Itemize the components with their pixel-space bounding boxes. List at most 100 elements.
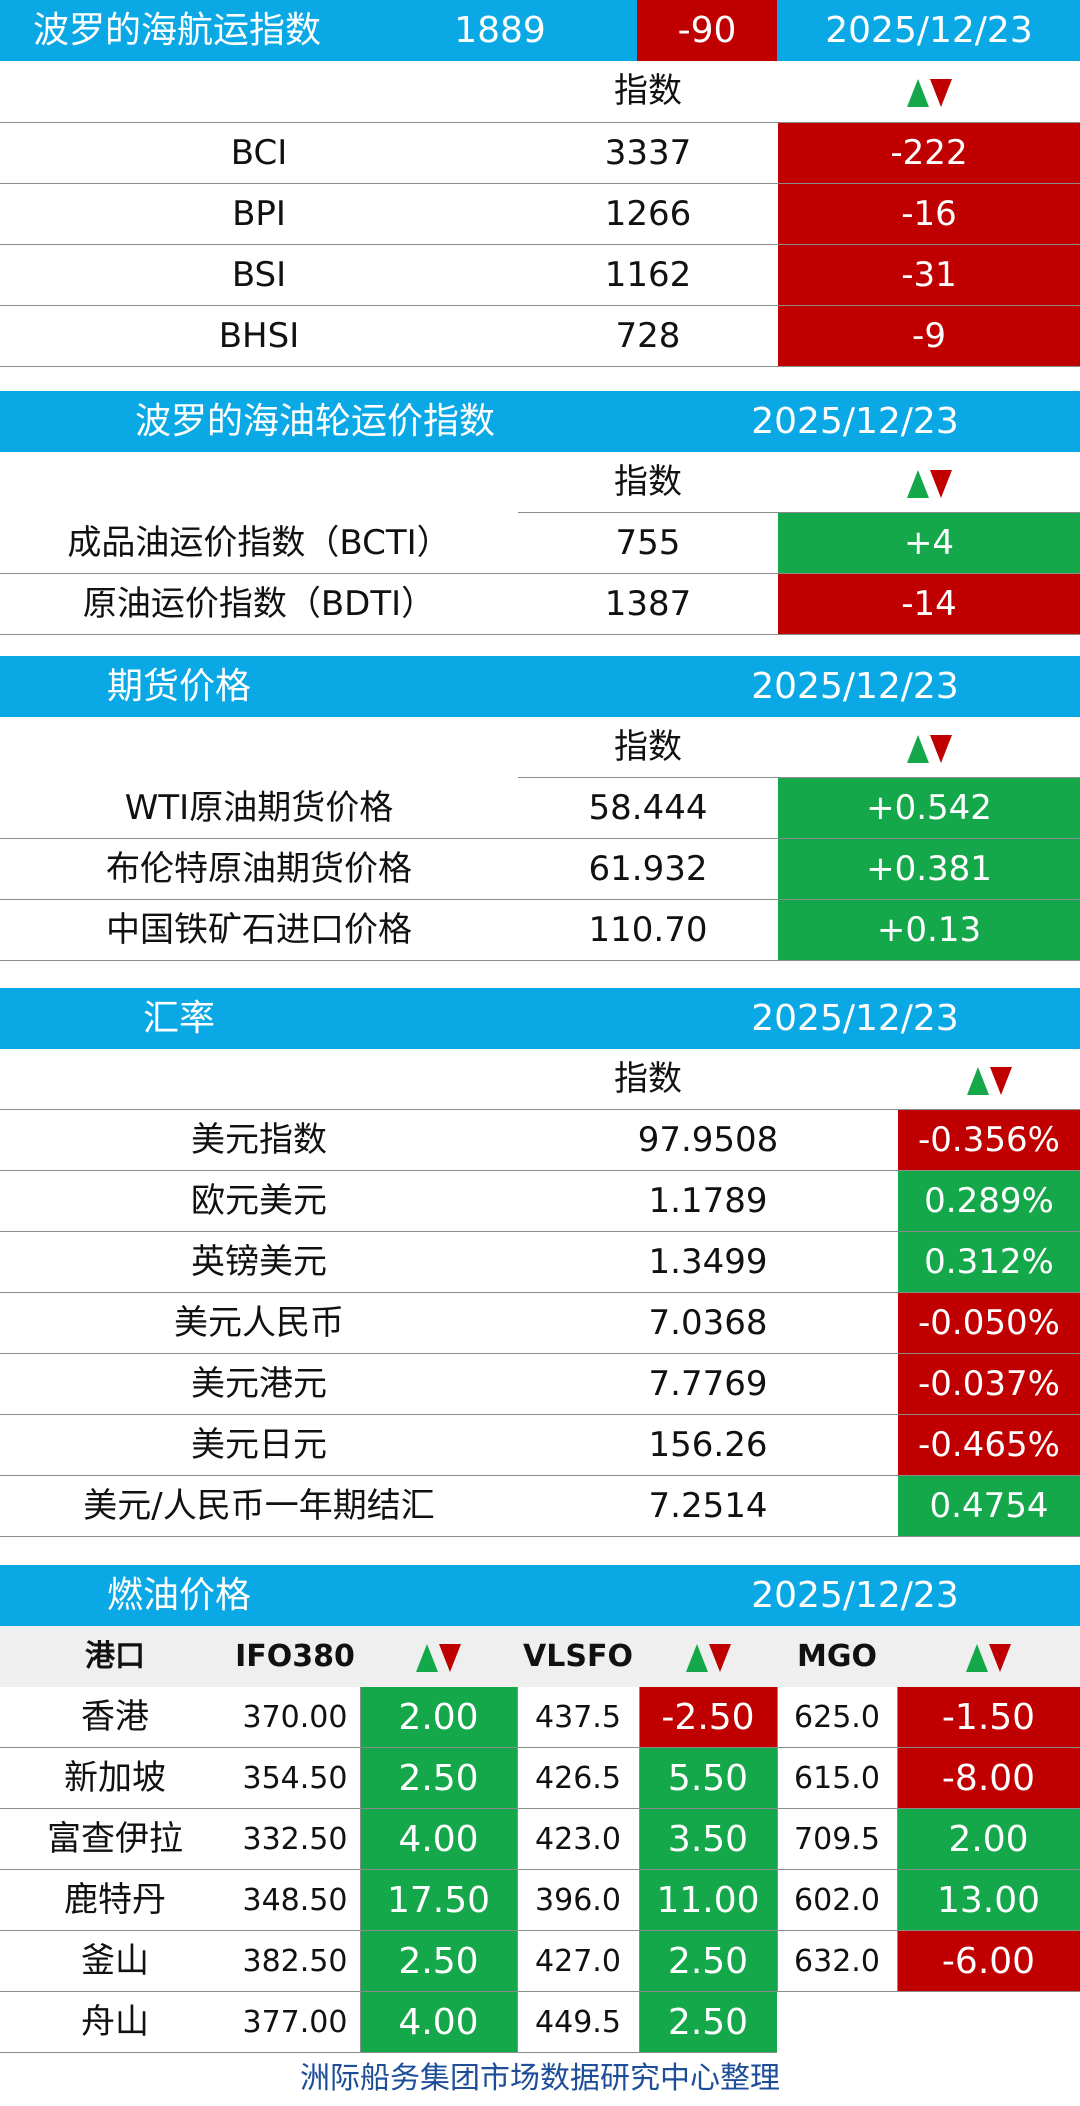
- table-row: WTI原油期货价格 58.444 +0.542: [0, 778, 1080, 839]
- column-divider: [777, 1687, 778, 1992]
- row-change: -0.356%: [898, 1110, 1080, 1171]
- row-divider: [0, 305, 1080, 306]
- row-divider: [0, 1930, 1080, 1931]
- bunker-port: 富查伊拉: [47, 1819, 183, 1859]
- baltic-dry-date: 2025/12/23: [825, 10, 1033, 51]
- row-divider: [0, 183, 1080, 184]
- row-value: 1387: [604, 584, 692, 624]
- change-arrows-icon: [778, 61, 1080, 122]
- bunker-mgo-chg: [897, 1992, 1080, 2053]
- futures-title: 期货价格: [107, 666, 252, 707]
- table-row: BCI 3337 -222: [0, 123, 1080, 184]
- row-divider: [0, 366, 1080, 367]
- index-column-label: 指数: [614, 71, 682, 111]
- row-change: -14: [778, 574, 1080, 635]
- row-value: 1.3499: [648, 1242, 768, 1282]
- baltic-dry-header: 波罗的海航运指数 1889 -90 2025/12/23: [0, 0, 1080, 61]
- change-arrows-icon: [360, 1626, 517, 1687]
- row-value: 97.9508: [637, 1120, 779, 1160]
- row-name: 原油运价指数（BDTI）: [82, 584, 436, 624]
- bunker-port: 香港: [81, 1697, 149, 1737]
- bunker-vlsfo: 427.0: [535, 1944, 621, 1979]
- row-divider: [0, 1170, 1080, 1171]
- row-change: -0.037%: [898, 1354, 1080, 1415]
- bunker-vlsfo: 423.0: [535, 1822, 621, 1857]
- bunker-vlsfo: 396.0: [535, 1883, 621, 1918]
- bunker-mgo: 709.5: [794, 1822, 880, 1857]
- bunker-vlsfo-chg: 2.50: [639, 1931, 777, 1992]
- row-name: BCI: [230, 133, 288, 173]
- row-change: 0.289%: [898, 1171, 1080, 1232]
- bunker-mgo: 625.0: [794, 1700, 880, 1735]
- fx-date: 2025/12/23: [751, 998, 959, 1039]
- bunker-ifo: 348.50: [242, 1883, 348, 1918]
- change-arrows-icon: [898, 1049, 1080, 1110]
- bunker-mgo: 602.0: [794, 1883, 880, 1918]
- table-row: BSI 1162 -31: [0, 245, 1080, 306]
- column-divider: [517, 1687, 518, 2053]
- port-column-label: 港口: [85, 1639, 145, 1674]
- row-divider: [0, 960, 1080, 961]
- bunker-date: 2025/12/23: [751, 1575, 959, 1616]
- baltic-tanker-title: 波罗的海油轮运价指数: [134, 401, 495, 442]
- bunker-ifo-chg: 2.50: [360, 1931, 517, 1992]
- row-value: 1266: [604, 194, 692, 234]
- column-divider: [897, 1687, 898, 1992]
- row-divider: [0, 1353, 1080, 1354]
- row-value: 7.0368: [648, 1303, 768, 1343]
- baltic-dry-change: -90: [637, 0, 777, 61]
- row-change: +4: [778, 513, 1080, 574]
- row-change: +0.542: [778, 778, 1080, 839]
- bunker-row: 鹿特丹 348.50 17.50 396.0 11.00 602.0 13.00: [0, 1870, 1080, 1931]
- row-divider: [0, 634, 1080, 635]
- row-value: 3337: [604, 133, 692, 173]
- table-row: 成品油运价指数（BCTI） 755 +4: [0, 513, 1080, 574]
- row-name: 成品油运价指数（BCTI）: [67, 523, 451, 563]
- baltic-dry-value: 1889: [454, 10, 546, 51]
- bunker-ifo: 382.50: [242, 1944, 348, 1979]
- table-row: 美元/人民币一年期结汇 7.2514 0.4754: [0, 1476, 1080, 1537]
- baltic-dry-column-header: 指数: [0, 61, 1080, 122]
- table-row: 美元港元 7.7769 -0.037%: [0, 1354, 1080, 1415]
- row-change: +0.13: [778, 900, 1080, 961]
- row-name: BHSI: [218, 316, 300, 356]
- table-row: 布伦特原油期货价格 61.932 +0.381: [0, 839, 1080, 900]
- fx-header: 汇率 2025/12/23: [0, 988, 1080, 1049]
- bunker-mgo: 615.0: [794, 1761, 880, 1796]
- bunker-mgo-chg: -1.50: [897, 1687, 1080, 1748]
- baltic-dry-title: 波罗的海航运指数: [33, 10, 322, 51]
- change-arrows-icon: [778, 717, 1080, 778]
- bunker-ifo-chg: 17.50: [360, 1870, 517, 1931]
- bunker-column-header: 港口 IFO380 VLSFO MGO: [0, 1626, 1080, 1687]
- row-name: BPI: [232, 194, 286, 234]
- ifo380-column-label: IFO380: [235, 1639, 355, 1674]
- table-row: 美元指数 97.9508 -0.356%: [0, 1110, 1080, 1171]
- baltic-tanker-date: 2025/12/23: [751, 401, 959, 442]
- bunker-vlsfo: 449.5: [535, 2005, 621, 2040]
- row-name: BSI: [231, 255, 287, 295]
- row-value: 110.70: [588, 910, 708, 950]
- row-divider: [0, 1536, 1080, 1537]
- table-row: 欧元美元 1.1789 0.289%: [0, 1171, 1080, 1232]
- bunker-title: 燃油价格: [107, 1575, 252, 1616]
- row-value: 156.26: [648, 1425, 768, 1465]
- bunker-ifo: 370.00: [242, 1700, 348, 1735]
- bunker-vlsfo-chg: 3.50: [639, 1809, 777, 1870]
- vlsfo-column-label: VLSFO: [523, 1639, 633, 1674]
- bunker-port: 新加坡: [64, 1758, 166, 1798]
- row-value: 1162: [604, 255, 692, 295]
- bunker-ifo-chg: 4.00: [360, 1809, 517, 1870]
- futures-header: 期货价格 2025/12/23: [0, 656, 1080, 717]
- row-divider: [0, 1292, 1080, 1293]
- row-divider: [0, 1808, 1080, 1809]
- row-divider: [0, 1475, 1080, 1476]
- row-change: -31: [778, 245, 1080, 306]
- bunker-header: 燃油价格 2025/12/23: [0, 1565, 1080, 1626]
- row-name: 美元指数: [191, 1120, 327, 1160]
- bunker-port: 鹿特丹: [64, 1880, 166, 1920]
- change-arrows-icon: [639, 1626, 777, 1687]
- table-row: 原油运价指数（BDTI） 1387 -14: [0, 574, 1080, 635]
- row-name: 布伦特原油期货价格: [106, 849, 412, 889]
- column-divider: [639, 1687, 640, 2053]
- row-name: 美元日元: [191, 1425, 327, 1465]
